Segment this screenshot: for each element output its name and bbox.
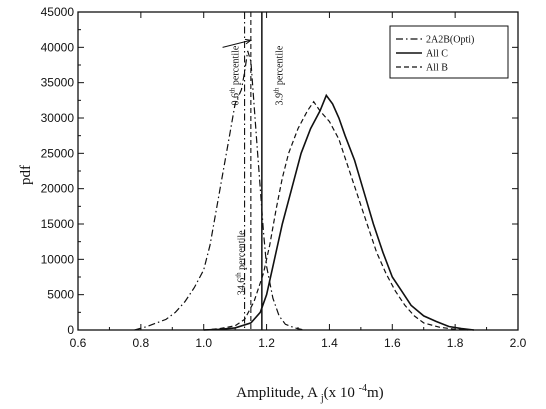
x-tick-label: 0.8 xyxy=(133,336,150,350)
x-tick-label: 1.6 xyxy=(384,336,401,350)
y-tick-label: 25000 xyxy=(41,146,75,160)
x-tick-label: 1.0 xyxy=(195,336,212,350)
percentile-lines xyxy=(244,12,263,330)
annotation-arrow xyxy=(222,39,251,48)
legend-label: 2A2B(Opti) xyxy=(426,35,474,46)
series-line xyxy=(203,93,475,331)
x-tick-label: 2.0 xyxy=(510,336,527,350)
y-tick-label: 35000 xyxy=(41,76,75,90)
legend-label: All B xyxy=(426,63,448,74)
x-axis-title: Amplitude, A j(x 10 -4m) xyxy=(236,383,383,404)
y-tick-label: 5000 xyxy=(47,288,74,302)
annotations: 0.6th percentile 3.9th percentile 34.6th p… xyxy=(222,38,285,295)
legend: 2A2B(Opti) All C All B xyxy=(389,25,509,79)
series-layer xyxy=(134,50,475,331)
y-tick-label: 0 xyxy=(67,323,74,337)
series-line xyxy=(203,100,468,331)
percentile-annotation: 34.6th percentile xyxy=(235,230,248,295)
x-tick-label: 1.2 xyxy=(258,336,275,350)
y-tick-label: 20000 xyxy=(41,182,75,196)
y-axis-title: pdf xyxy=(18,165,34,185)
arrow-head xyxy=(244,38,253,45)
series-line xyxy=(134,50,305,331)
y-tick-label: 10000 xyxy=(41,252,75,266)
percentile-annotation: 3.9th percentile xyxy=(272,45,285,105)
y-tick-label: 45000 xyxy=(41,5,75,19)
x-tick-label: 1.4 xyxy=(321,336,338,350)
x-tick-label: 1.8 xyxy=(447,336,464,350)
percentile-annotation: 0.6th percentile xyxy=(228,45,241,105)
y-tick-label: 30000 xyxy=(41,111,75,125)
x-tick-label: 0.6 xyxy=(70,336,87,350)
axis-ticks: 0.6 0.8 1.0 1.2 1.4 1.6 1.8 2.0 0 5000 10000 15000 2… xyxy=(41,5,527,350)
y-tick-label: 15000 xyxy=(41,217,75,231)
legend-label: All C xyxy=(426,49,448,60)
legend-box xyxy=(389,25,509,79)
y-tick-label: 40000 xyxy=(41,40,75,54)
